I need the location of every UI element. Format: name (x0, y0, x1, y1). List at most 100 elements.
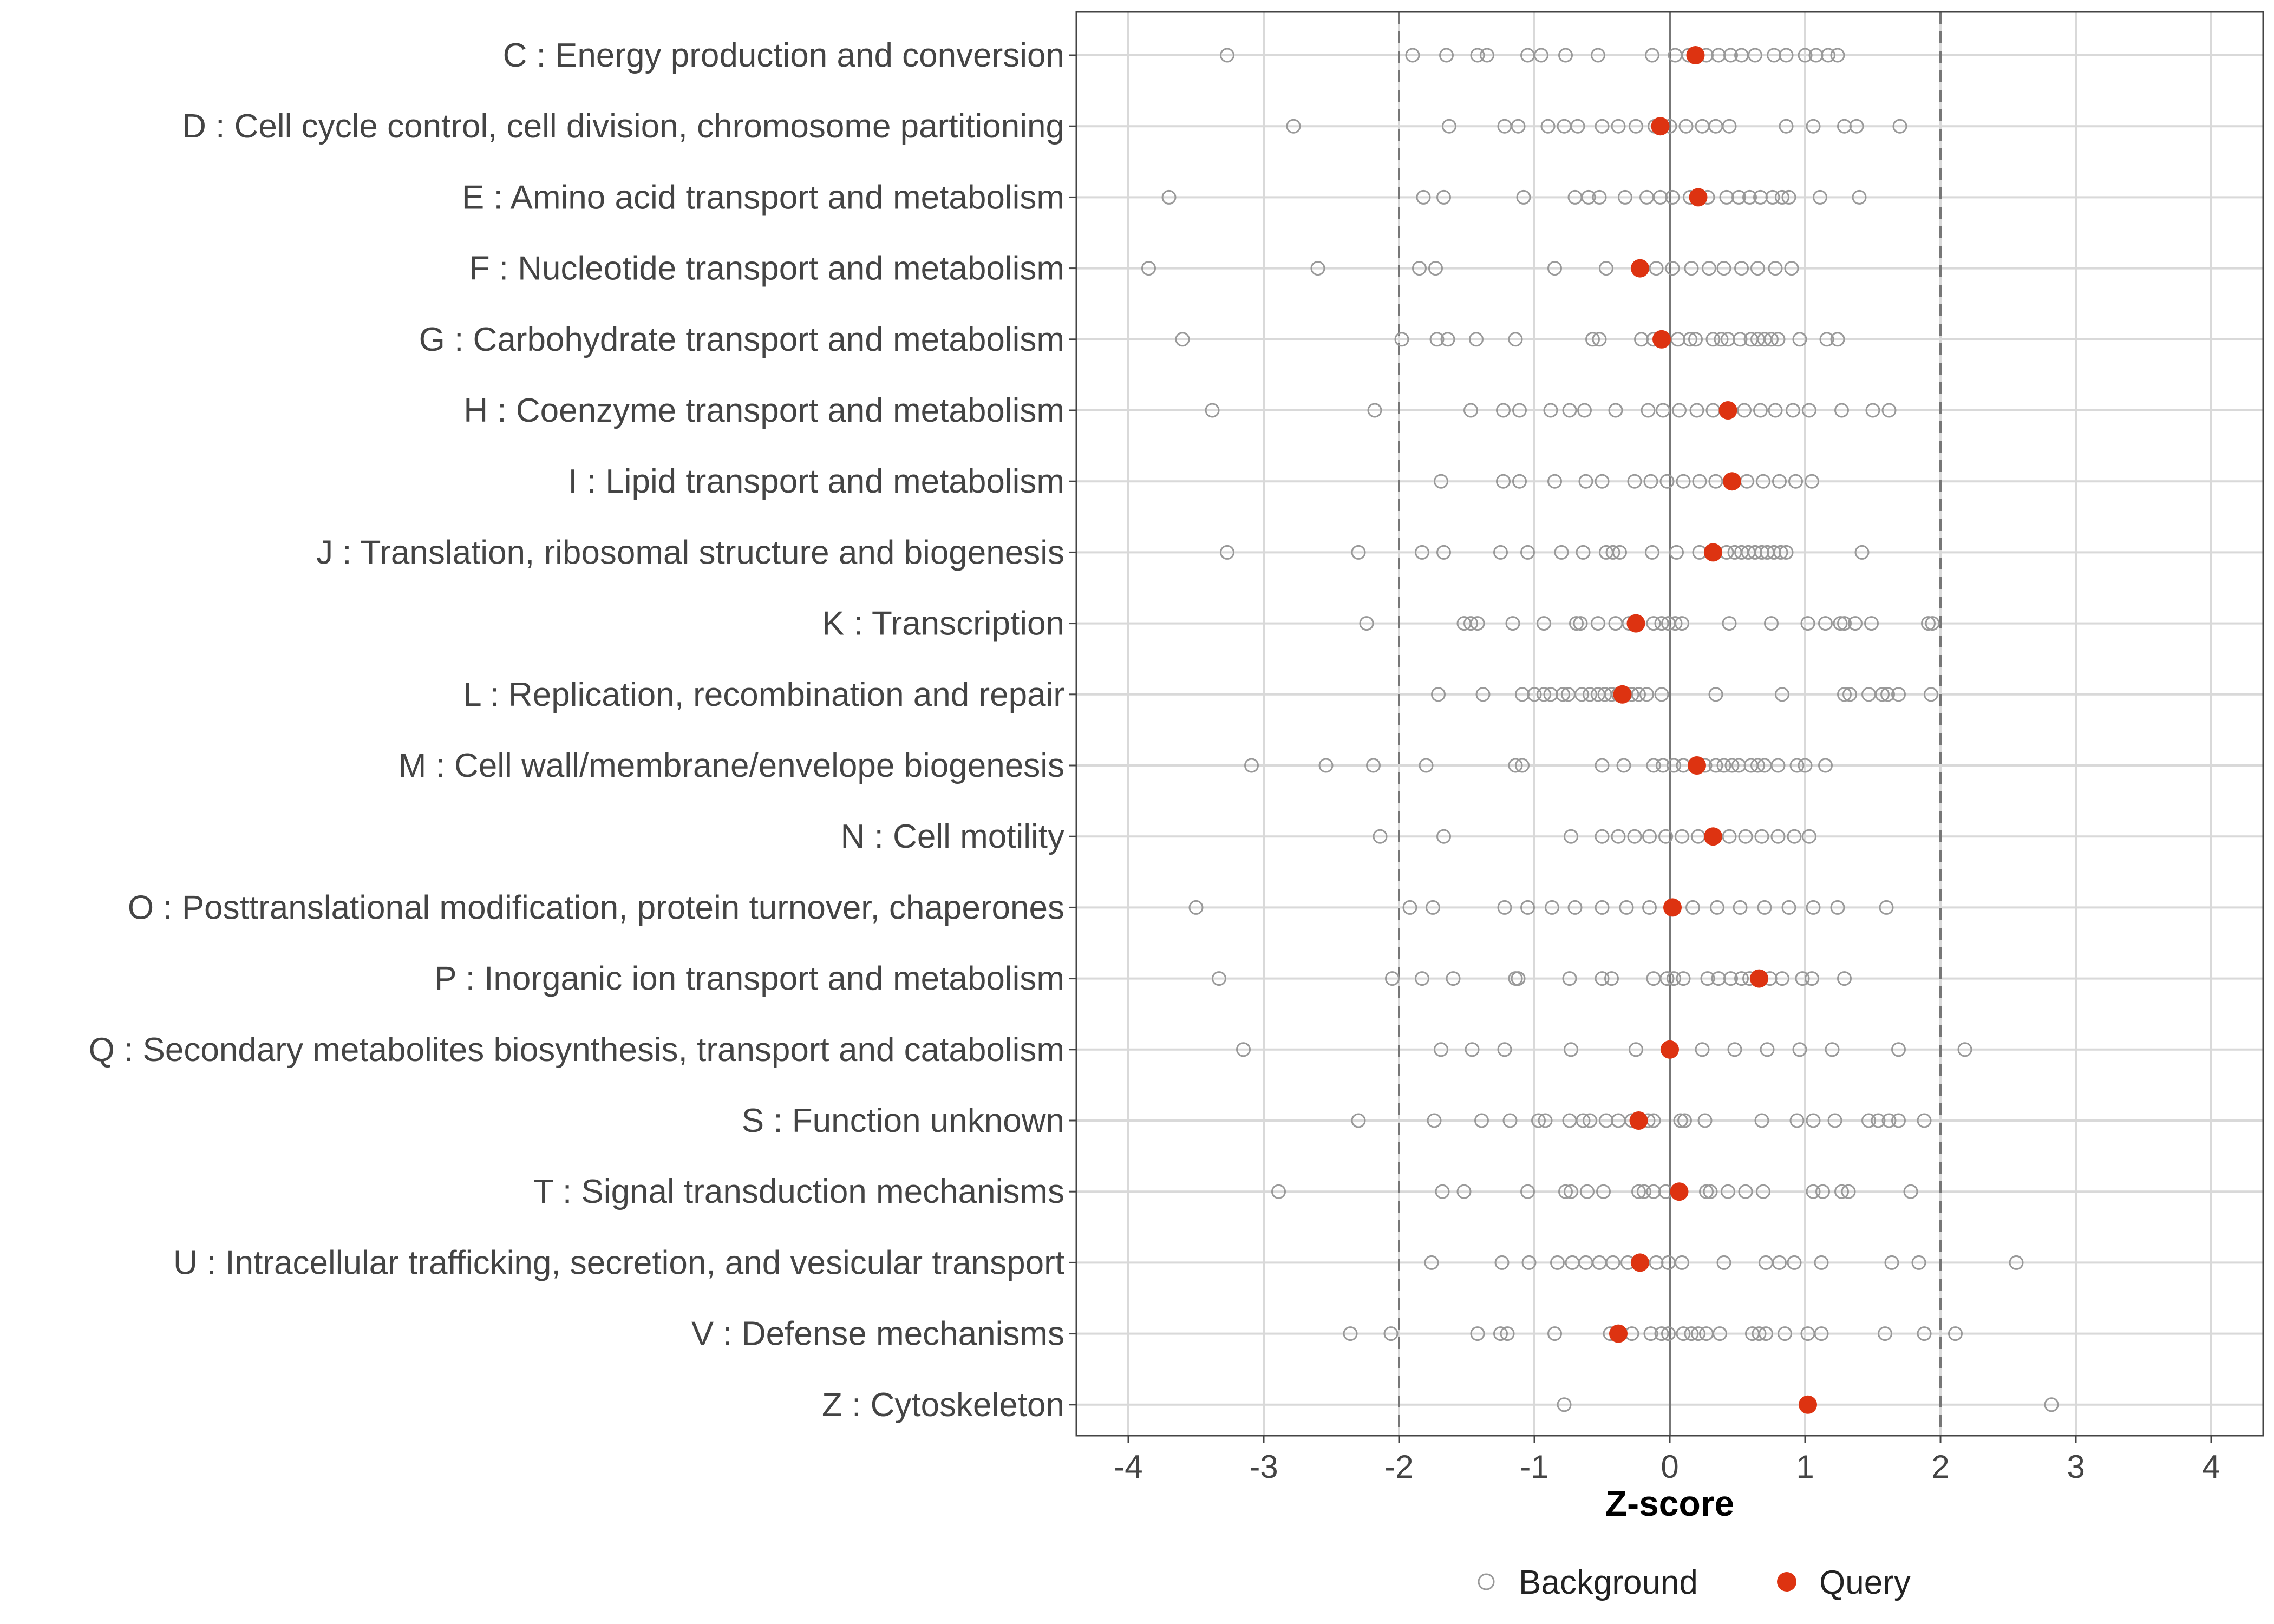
x-tick-label: 2 (1931, 1449, 1949, 1485)
background-point (1359, 616, 1374, 631)
background-point (1436, 545, 1451, 560)
x-tick-label: -2 (1384, 1449, 1413, 1485)
background-point (1788, 474, 1803, 489)
background-point (1547, 1326, 1562, 1341)
background-point (1738, 1184, 1753, 1199)
background-point (1723, 48, 1738, 63)
category-label: O : Posttranslational modification, prot… (128, 889, 1064, 926)
background-point (1538, 1113, 1553, 1128)
background-point (1733, 900, 1748, 915)
background-point (1537, 687, 1551, 702)
background-point (1577, 403, 1592, 418)
background-point (1521, 1255, 1537, 1270)
background-point (1244, 758, 1259, 773)
background-point (1802, 829, 1816, 844)
background-point (1436, 829, 1451, 844)
query-point (1613, 685, 1632, 704)
background-point (1547, 261, 1562, 276)
background-point (1574, 687, 1589, 702)
background-point (1702, 261, 1716, 276)
background-point (1684, 261, 1699, 276)
background-point (1764, 332, 1779, 347)
background-point (1752, 1326, 1767, 1341)
background-point (1592, 189, 1607, 205)
category-label: K : Transcription (822, 605, 1064, 643)
query-point (1609, 1324, 1628, 1343)
category-label: C : Energy production and conversion (503, 37, 1064, 74)
background-point (1772, 1255, 1787, 1270)
background-point (1141, 261, 1156, 276)
background-point (1789, 1113, 1805, 1128)
background-point (1753, 403, 1768, 418)
background-point (1727, 1042, 1742, 1057)
background-point (1879, 900, 1894, 915)
background-point (1595, 971, 1610, 986)
background-point (1806, 900, 1821, 915)
background-point (1768, 261, 1783, 276)
background-point (1800, 616, 1815, 631)
background-point (1595, 829, 1610, 844)
background-point (1837, 616, 1852, 631)
background-point (1424, 1255, 1439, 1270)
background-point (1642, 900, 1657, 915)
background-point (1798, 758, 1813, 773)
background-point (1556, 687, 1570, 702)
background-point (1611, 829, 1626, 844)
background-point (1605, 545, 1620, 560)
background-point (1734, 971, 1749, 986)
background-point (1470, 48, 1485, 63)
background-point (1683, 332, 1697, 347)
x-tick-label: -4 (1114, 1449, 1142, 1485)
background-point (1631, 1184, 1646, 1199)
background-point (1599, 261, 1613, 276)
background-point (1667, 758, 1681, 773)
background-point (1781, 189, 1796, 205)
legend: Background Query (1478, 1564, 1911, 1601)
background-point (1402, 900, 1417, 915)
background-point (1830, 332, 1845, 347)
category-label: H : Coenzyme transport and metabolism (463, 392, 1064, 429)
background-point (1837, 971, 1852, 986)
background-point (1830, 48, 1845, 63)
background-point (1737, 403, 1752, 418)
background-point (1567, 900, 1583, 915)
background-point (2044, 1397, 2059, 1412)
category-label: V : Defense mechanisms (691, 1315, 1064, 1353)
x-tick-label: 3 (2067, 1449, 2084, 1485)
background-point (1580, 1184, 1595, 1199)
background-point (1497, 900, 1512, 915)
background-point (1848, 616, 1863, 631)
background-point (1465, 1042, 1480, 1057)
background-point (1772, 474, 1787, 489)
background-point (1576, 1113, 1591, 1128)
background-point (1470, 616, 1485, 631)
background-point (1861, 1113, 1876, 1128)
background-point (1921, 616, 1936, 631)
background-point (1750, 758, 1765, 773)
background-point (1515, 758, 1530, 773)
background-point (1837, 687, 1852, 702)
background-point (1917, 1113, 1932, 1128)
legend-background-symbol (1478, 1573, 1495, 1590)
background-point (1805, 474, 1819, 489)
background-point (1659, 971, 1675, 986)
background-point (1917, 1326, 1932, 1341)
background-point (1700, 971, 1715, 986)
background-point (1806, 119, 1821, 134)
background-point (1475, 687, 1491, 702)
background-point (1672, 403, 1687, 418)
background-point (1415, 545, 1429, 560)
background-point (1570, 119, 1585, 134)
background-point (1676, 474, 1691, 489)
background-point (1756, 474, 1770, 489)
background-point (1429, 332, 1445, 347)
query-point (1723, 472, 1741, 491)
background-point (1205, 403, 1220, 418)
background-point (1815, 1184, 1830, 1199)
background-point (1802, 403, 1816, 418)
background-point (1161, 189, 1177, 205)
category-label: G : Carbohydrate transport and metabolis… (419, 321, 1064, 358)
query-point (1670, 1182, 1689, 1201)
background-point (1819, 332, 1834, 347)
background-point (1792, 1042, 1807, 1057)
